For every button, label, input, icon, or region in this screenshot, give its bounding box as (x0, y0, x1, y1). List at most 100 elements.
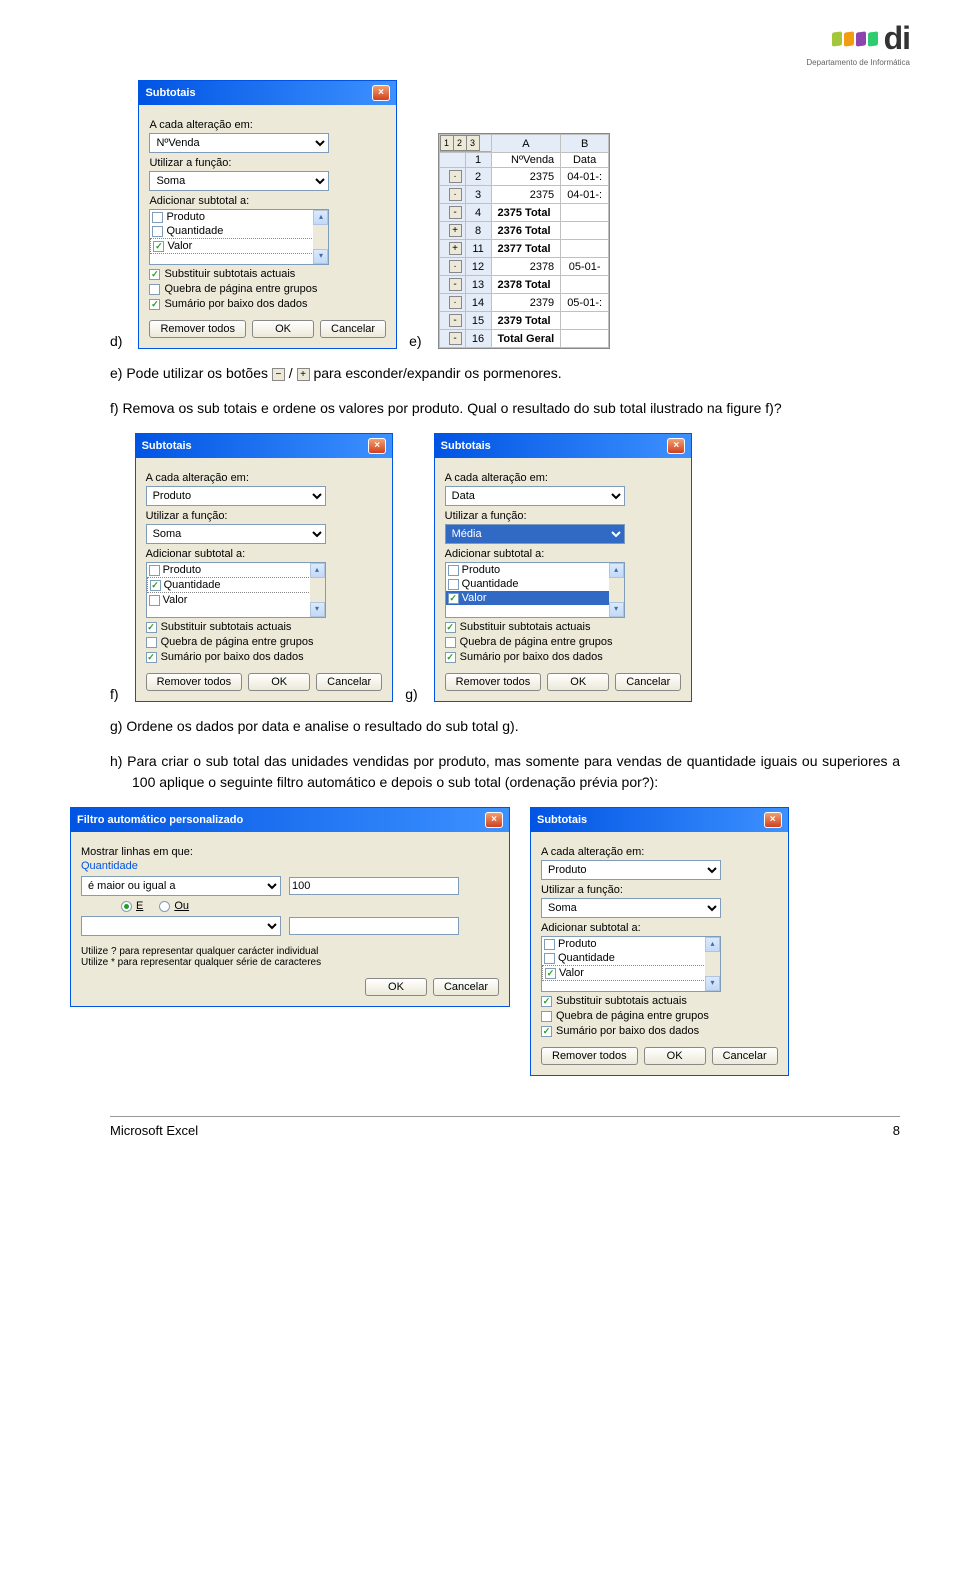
close-icon[interactable]: × (372, 85, 390, 101)
radio-and[interactable] (121, 901, 132, 912)
list-item[interactable]: Quantidade (150, 224, 328, 238)
remove-all-button[interactable]: Remover todos (445, 673, 542, 691)
list-item[interactable]: Quantidade (542, 951, 720, 965)
check-substituir[interactable]: ✓Substituir subtotais actuais (541, 995, 778, 1007)
subtotal-listbox[interactable]: Produto✓QuantidadeValor▴▾ (146, 562, 326, 618)
row-header[interactable]: 12 (465, 258, 491, 276)
col-header-a[interactable]: A (491, 135, 561, 153)
outline-toggle-icon[interactable]: · (449, 188, 462, 201)
close-icon[interactable]: × (764, 812, 782, 828)
row-header[interactable]: 13 (465, 276, 491, 294)
checkbox-icon[interactable] (448, 565, 459, 576)
list-item[interactable]: Quantidade (446, 577, 624, 591)
check-quebra[interactable]: Quebra de página entre grupos (541, 1010, 778, 1022)
subtotal-listbox[interactable]: ProdutoQuantidade✓Valor▴▾ (541, 936, 721, 992)
funcao-select[interactable]: Soma (146, 524, 326, 544)
check-sumario[interactable]: ✓Sumário por baixo dos dados (146, 651, 383, 663)
checkbox-icon[interactable]: ✓ (150, 580, 161, 591)
remove-all-button[interactable]: Remover todos (541, 1047, 638, 1065)
check-quebra[interactable]: Quebra de página entre grupos (445, 636, 682, 648)
row-header[interactable]: 1 (465, 153, 491, 168)
checkbox-icon[interactable] (448, 579, 459, 590)
cancel-button[interactable]: Cancelar (316, 673, 382, 691)
remove-all-button[interactable]: Remover todos (146, 673, 243, 691)
subtotal-listbox[interactable]: ProdutoQuantidade✓Valor▴▾ (149, 209, 329, 265)
list-item[interactable]: Produto (542, 937, 720, 951)
row-header[interactable]: 3 (465, 186, 491, 204)
checkbox-icon[interactable] (149, 595, 160, 606)
checkbox-icon[interactable] (544, 939, 555, 950)
close-icon[interactable]: × (485, 812, 503, 828)
close-icon[interactable]: × (368, 438, 386, 454)
row-header[interactable]: 15 (465, 312, 491, 330)
ok-button[interactable]: OK (248, 673, 310, 691)
remove-all-button[interactable]: Remover todos (149, 320, 246, 338)
checkbox-icon[interactable]: ✓ (448, 593, 459, 604)
check-substituir[interactable]: ✓Substituir subtotais actuais (149, 268, 386, 280)
radio-or[interactable] (159, 901, 170, 912)
operator2-select[interactable] (81, 916, 281, 936)
row-header[interactable]: 2 (465, 168, 491, 186)
outline-toggle-icon[interactable]: + (449, 224, 462, 237)
list-item[interactable]: ✓Valor (150, 238, 328, 254)
ok-button[interactable]: OK (365, 978, 427, 996)
scrollbar[interactable]: ▴▾ (313, 210, 328, 264)
funcao-select[interactable]: Média (445, 524, 625, 544)
list-item[interactable]: ✓Quantidade (147, 577, 325, 593)
cancel-button[interactable]: Cancelar (433, 978, 499, 996)
funcao-select[interactable]: Soma (149, 171, 329, 191)
outline-toggle-icon[interactable]: - (449, 314, 462, 327)
check-sumario[interactable]: ✓Sumário por baixo dos dados (149, 298, 386, 310)
scrollbar[interactable]: ▴▾ (609, 563, 624, 617)
outline-toggle-icon[interactable]: - (449, 206, 462, 219)
scrollbar[interactable]: ▴▾ (310, 563, 325, 617)
col-header-b[interactable]: B (561, 135, 609, 153)
check-substituir[interactable]: ✓Substituir subtotais actuais (146, 621, 383, 633)
list-item[interactable]: Produto (150, 210, 328, 224)
outline-toggle-icon[interactable]: · (449, 296, 462, 309)
operator-select[interactable]: é maior ou igual a (81, 876, 281, 896)
check-quebra[interactable]: Quebra de página entre grupos (149, 283, 386, 295)
check-quebra[interactable]: Quebra de página entre grupos (146, 636, 383, 648)
subtotal-listbox[interactable]: ProdutoQuantidade✓Valor▴▾ (445, 562, 625, 618)
cancel-button[interactable]: Cancelar (320, 320, 386, 338)
list-item[interactable]: Produto (446, 563, 624, 577)
close-icon[interactable]: × (667, 438, 685, 454)
alteracao-select[interactable]: Data (445, 486, 625, 506)
value2-input[interactable] (289, 917, 459, 935)
cancel-button[interactable]: Cancelar (712, 1047, 778, 1065)
row-header[interactable]: 11 (465, 240, 491, 258)
cancel-button[interactable]: Cancelar (615, 673, 681, 691)
list-item[interactable]: ✓Valor (542, 965, 720, 981)
outline-toggle-icon[interactable]: - (449, 332, 462, 345)
list-item[interactable]: ✓Valor (446, 591, 624, 605)
checkbox-icon[interactable] (152, 212, 163, 223)
checkbox-icon[interactable]: ✓ (545, 968, 556, 979)
list-item[interactable]: Produto (147, 563, 325, 577)
checkbox-icon[interactable] (544, 953, 555, 964)
scrollbar[interactable]: ▴▾ (705, 937, 720, 991)
outline-toggle-icon[interactable]: · (449, 170, 462, 183)
alteracao-select[interactable]: NºVenda (149, 133, 329, 153)
ok-button[interactable]: OK (547, 673, 609, 691)
row-header[interactable]: 16 (465, 330, 491, 348)
checkbox-icon[interactable] (149, 565, 160, 576)
row-header[interactable]: 4 (465, 204, 491, 222)
checkbox-icon[interactable]: ✓ (153, 241, 164, 252)
alteracao-select[interactable]: Produto (146, 486, 326, 506)
check-sumario[interactable]: ✓Sumário por baixo dos dados (541, 1025, 778, 1037)
check-substituir[interactable]: ✓Substituir subtotais actuais (445, 621, 682, 633)
checkbox-icon[interactable] (152, 226, 163, 237)
check-sumario[interactable]: ✓Sumário por baixo dos dados (445, 651, 682, 663)
alteracao-select[interactable]: Produto (541, 860, 721, 880)
row-header[interactable]: 14 (465, 294, 491, 312)
ok-button[interactable]: OK (252, 320, 314, 338)
ok-button[interactable]: OK (644, 1047, 706, 1065)
outline-toggle-icon[interactable]: · (449, 260, 462, 273)
outline-level-buttons[interactable]: 123 (440, 135, 491, 152)
value-input[interactable] (289, 877, 459, 895)
row-header[interactable]: 8 (465, 222, 491, 240)
outline-toggle-icon[interactable]: + (449, 242, 462, 255)
funcao-select[interactable]: Soma (541, 898, 721, 918)
outline-toggle-icon[interactable]: - (449, 278, 462, 291)
